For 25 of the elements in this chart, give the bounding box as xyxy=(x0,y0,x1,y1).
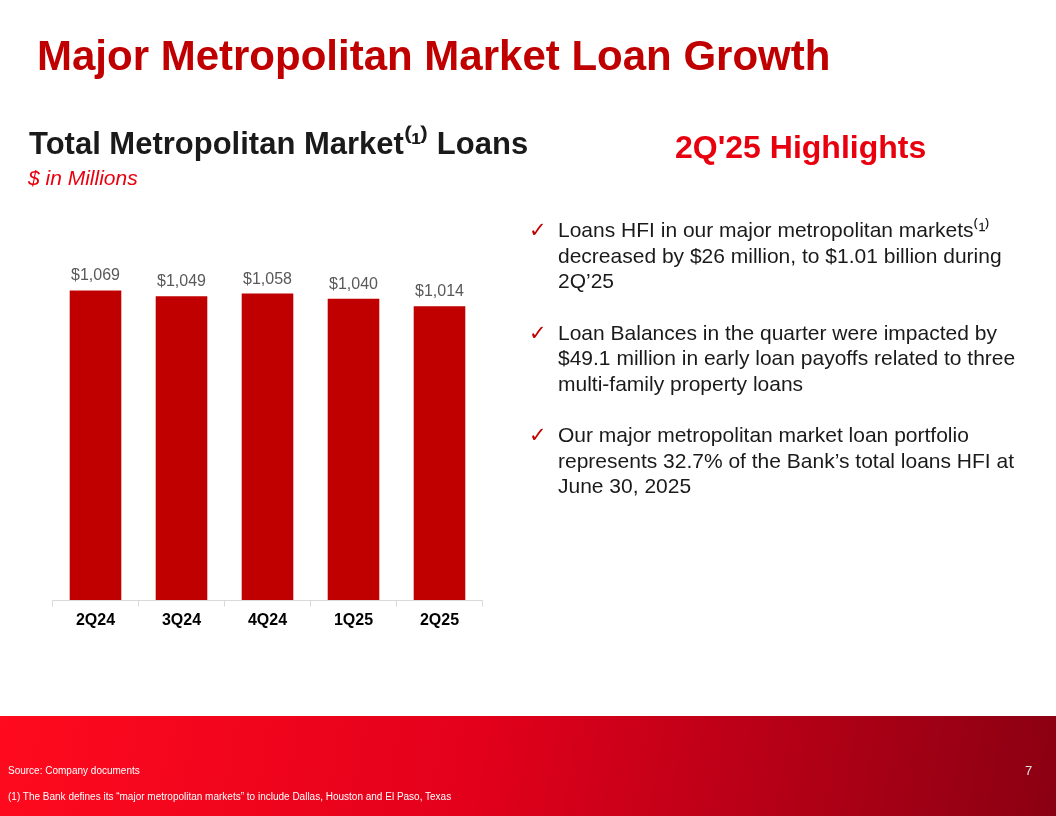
text: ✓ Loan Balances in the quarter were impacted by $49.1 million in early loan payoffs related to three multi-family property loans xyxy=(529,319,1017,396)
bar xyxy=(327,298,380,601)
data-label: $1,058 xyxy=(243,269,293,287)
x-tick-label: 4Q24 xyxy=(247,610,288,628)
data-label: $1,014 xyxy=(415,282,465,300)
bar xyxy=(155,296,208,601)
text: 7 xyxy=(1025,763,1033,778)
data-label: $1,069 xyxy=(71,266,121,284)
source-note: Source: Company documents xyxy=(8,765,140,776)
x-tick-label: 2Q25 xyxy=(419,610,460,628)
data-label: $1,040 xyxy=(329,274,379,292)
text: (1) The Bank defines its “major metropolitan markets” to include Dallas, Houston and El Paso, Texas xyxy=(8,791,452,802)
data-label: $1,049 xyxy=(157,272,207,290)
x-tick-label: 3Q24 xyxy=(161,610,202,628)
chart-subtitle: $ in Millions xyxy=(28,166,138,189)
bar xyxy=(241,293,294,601)
bar xyxy=(69,290,122,601)
text: 2Q'25 Highlights xyxy=(675,129,927,165)
text: ✓ Loans HFI in our major metropolitan markets⁽¹⁾ decreased by $26 million, to $1.01 billion during 2Q’25 xyxy=(529,217,1003,294)
x-tick-label: 2Q24 xyxy=(75,610,116,628)
text: Major Metropolitan Market Loan Growth xyxy=(37,32,831,79)
text: ✓ Our major metropolitan market loan portfolio represents 32.7% of the Bank’s total loans HFI at June 30, 2025 xyxy=(529,422,1016,499)
x-tick-label: 1Q25 xyxy=(333,610,374,628)
chart-title: Total Metropolitan Market⁽¹⁾ Loans xyxy=(29,126,529,161)
bar xyxy=(413,306,466,601)
